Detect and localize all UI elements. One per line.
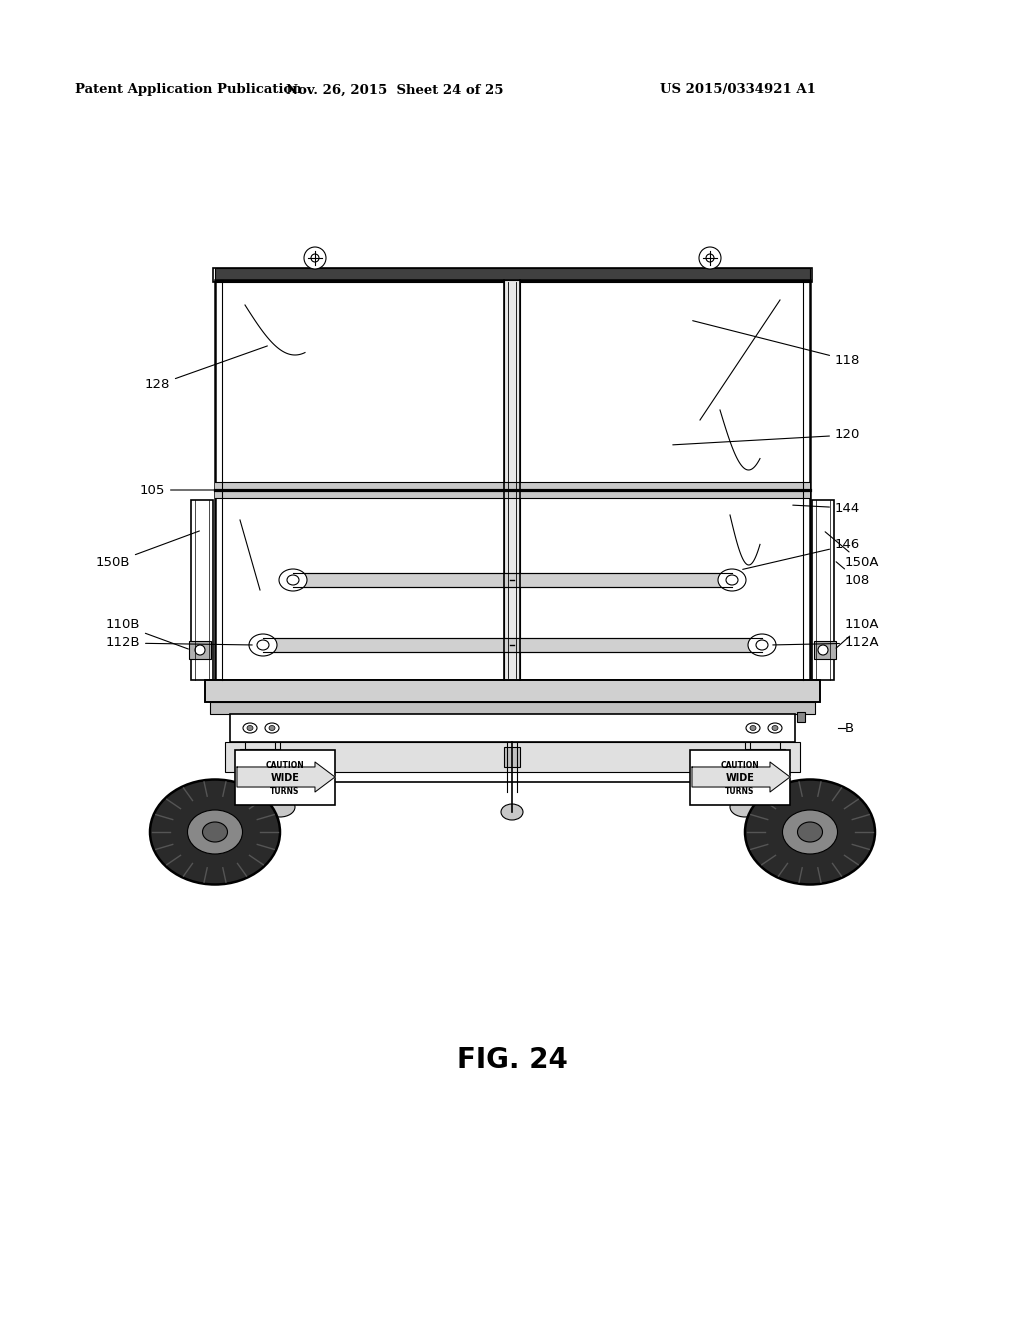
Text: CAUTION: CAUTION	[721, 760, 760, 770]
Polygon shape	[692, 762, 790, 792]
Text: TURNS: TURNS	[725, 788, 755, 796]
Text: 144: 144	[793, 502, 860, 515]
Text: 110B: 110B	[105, 619, 188, 649]
Circle shape	[195, 645, 205, 655]
Polygon shape	[237, 762, 335, 792]
Bar	[205, 680, 820, 702]
Text: Nov. 26, 2015  Sheet 24 of 25: Nov. 26, 2015 Sheet 24 of 25	[287, 83, 504, 96]
Text: TURNS: TURNS	[270, 788, 300, 796]
Text: WIDE: WIDE	[726, 774, 755, 783]
Ellipse shape	[768, 723, 782, 733]
Ellipse shape	[265, 723, 279, 733]
Bar	[797, 711, 805, 722]
Circle shape	[818, 645, 828, 655]
Text: 108: 108	[837, 562, 870, 586]
Text: 118: 118	[692, 321, 860, 367]
Text: FIG. 24: FIG. 24	[457, 1045, 567, 1074]
Text: CAUTION: CAUTION	[265, 760, 304, 770]
Ellipse shape	[772, 726, 778, 730]
Ellipse shape	[150, 780, 280, 884]
Ellipse shape	[756, 640, 768, 649]
Ellipse shape	[203, 822, 227, 842]
Text: B: B	[845, 722, 854, 734]
Bar	[504, 280, 520, 680]
Text: 112A: 112A	[773, 636, 880, 649]
Bar	[215, 482, 810, 498]
Ellipse shape	[782, 810, 838, 854]
Ellipse shape	[257, 640, 269, 649]
Circle shape	[304, 247, 326, 269]
Ellipse shape	[718, 569, 746, 591]
Bar	[215, 280, 810, 680]
Bar	[263, 638, 762, 652]
Ellipse shape	[501, 804, 523, 820]
Bar	[234, 750, 335, 805]
Ellipse shape	[265, 797, 295, 817]
Text: 150A: 150A	[825, 532, 880, 569]
Circle shape	[699, 247, 721, 269]
Ellipse shape	[798, 822, 822, 842]
Ellipse shape	[726, 576, 738, 585]
Ellipse shape	[746, 723, 760, 733]
Bar	[745, 748, 785, 756]
Bar	[715, 776, 775, 795]
Ellipse shape	[247, 726, 253, 730]
Bar	[230, 714, 795, 742]
Bar	[210, 702, 815, 714]
Ellipse shape	[269, 726, 275, 730]
Ellipse shape	[730, 797, 760, 817]
Ellipse shape	[287, 576, 299, 585]
Ellipse shape	[748, 634, 776, 656]
Bar	[814, 642, 836, 659]
Bar	[240, 748, 280, 756]
Ellipse shape	[745, 780, 874, 884]
Bar	[725, 776, 765, 795]
Circle shape	[311, 253, 319, 261]
Bar	[225, 742, 800, 772]
Bar	[293, 573, 732, 587]
Bar	[205, 680, 820, 702]
Ellipse shape	[249, 634, 278, 656]
Text: 112B: 112B	[105, 636, 252, 649]
Circle shape	[706, 253, 714, 261]
Ellipse shape	[243, 723, 257, 733]
Bar	[191, 500, 213, 680]
Text: 120: 120	[673, 429, 860, 445]
Bar	[215, 268, 810, 282]
Bar	[260, 776, 300, 795]
Bar	[189, 642, 211, 659]
Bar	[250, 776, 310, 795]
Bar	[213, 268, 812, 282]
Text: US 2015/0334921 A1: US 2015/0334921 A1	[660, 83, 816, 96]
Text: 105: 105	[139, 483, 232, 496]
Ellipse shape	[187, 810, 243, 854]
Bar	[504, 747, 520, 767]
Bar	[690, 750, 790, 805]
Text: 128: 128	[144, 346, 267, 392]
Ellipse shape	[750, 726, 756, 730]
Text: Patent Application Publication: Patent Application Publication	[75, 83, 302, 96]
Bar	[812, 500, 834, 680]
Text: 110A: 110A	[836, 619, 880, 648]
Text: 146: 146	[742, 539, 860, 569]
Ellipse shape	[279, 569, 307, 591]
Text: 150B: 150B	[95, 531, 200, 569]
Text: WIDE: WIDE	[270, 774, 299, 783]
